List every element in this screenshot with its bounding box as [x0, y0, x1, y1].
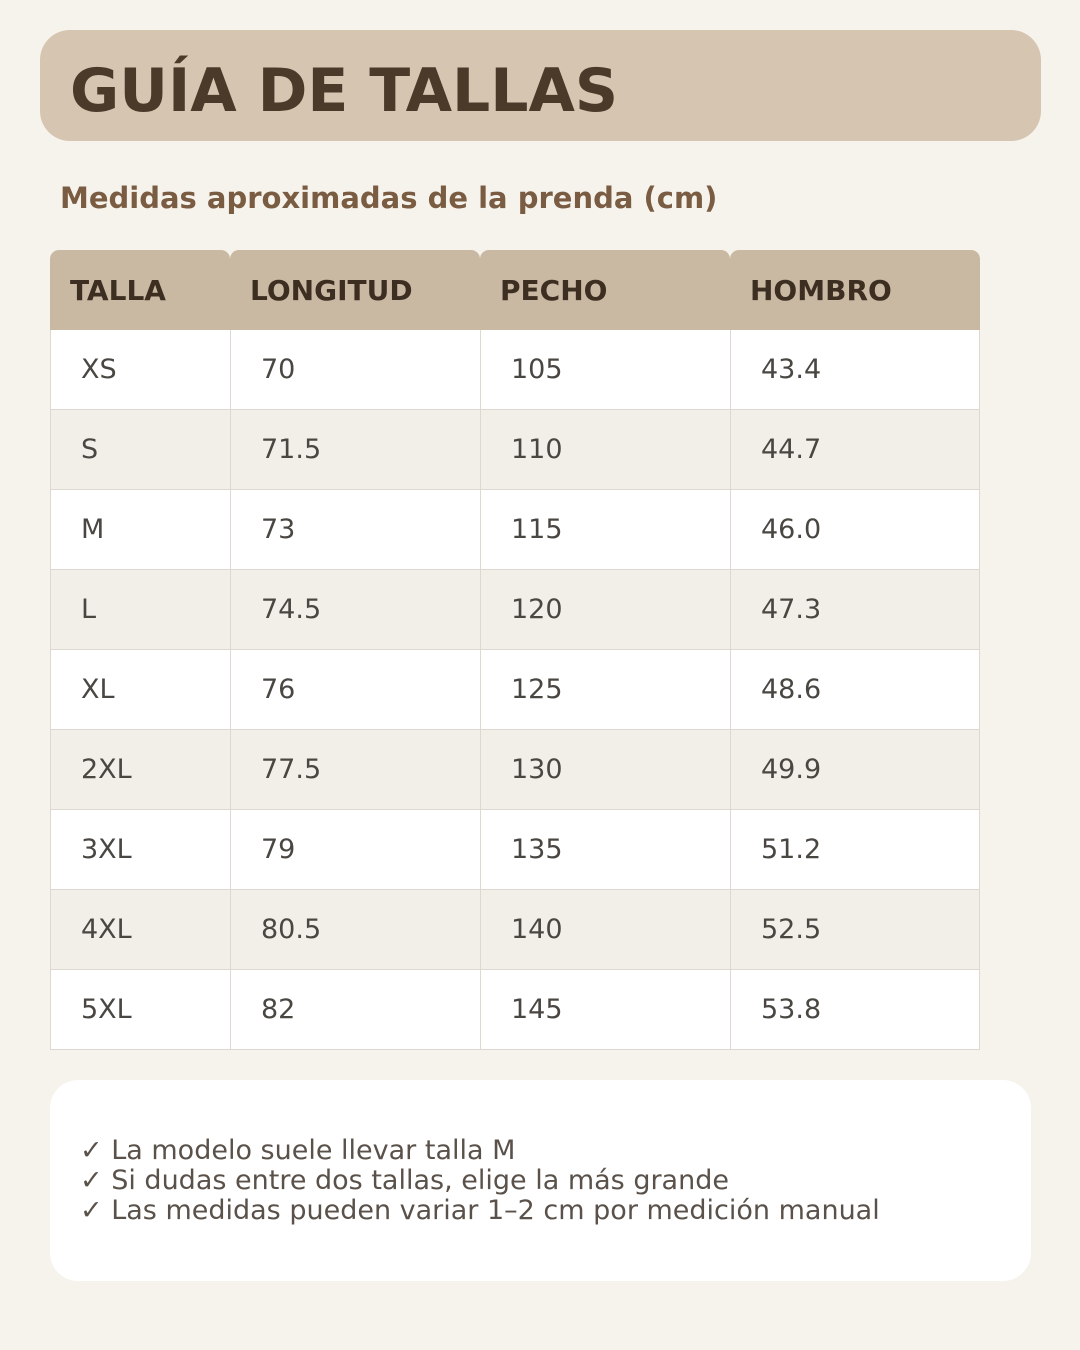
table-row: 2XL 77.5 130 49.9 [50, 730, 980, 810]
cell-talla: 2XL [50, 730, 230, 810]
table-row: XS 70 105 43.4 [50, 330, 980, 410]
page-title: GUÍA DE TALLAS [70, 56, 619, 126]
cell-pecho: 125 [480, 650, 730, 730]
notes-box: ✓ La modelo suele llevar talla M ✓ Si du… [50, 1080, 1031, 1281]
cell-longitud: 70 [230, 330, 480, 410]
cell-talla: M [50, 490, 230, 570]
table-row: L 74.5 120 47.3 [50, 570, 980, 650]
cell-longitud: 77.5 [230, 730, 480, 810]
table-row: M 73 115 46.0 [50, 490, 980, 570]
cell-longitud: 74.5 [230, 570, 480, 650]
note-model-size: ✓ La modelo suele llevar talla M [80, 1135, 516, 1166]
cell-hombro: 47.3 [730, 570, 980, 650]
cell-pecho: 140 [480, 890, 730, 970]
cell-talla: 4XL [50, 890, 230, 970]
size-table: TALLA LONGITUD PECHO HOMBRO XS 70 105 43… [50, 250, 980, 1050]
cell-hombro: 48.6 [730, 650, 980, 730]
cell-pecho: 135 [480, 810, 730, 890]
cell-talla: 3XL [50, 810, 230, 890]
table-header-row: TALLA LONGITUD PECHO HOMBRO [50, 250, 980, 330]
cell-longitud: 82 [230, 970, 480, 1050]
cell-pecho: 130 [480, 730, 730, 810]
table-row: 3XL 79 135 51.2 [50, 810, 980, 890]
cell-longitud: 79 [230, 810, 480, 890]
cell-hombro: 51.2 [730, 810, 980, 890]
title-banner: GUÍA DE TALLAS [40, 30, 1041, 141]
cell-pecho: 120 [480, 570, 730, 650]
cell-hombro: 53.8 [730, 970, 980, 1050]
cell-longitud: 73 [230, 490, 480, 570]
cell-longitud: 80.5 [230, 890, 480, 970]
cell-talla: 5XL [50, 970, 230, 1050]
table-row: 5XL 82 145 53.8 [50, 970, 980, 1050]
cell-talla: L [50, 570, 230, 650]
cell-pecho: 145 [480, 970, 730, 1050]
page-subtitle: Medidas aproximadas de la prenda (cm) [60, 181, 718, 215]
note-size-advice: ✓ Si dudas entre dos tallas, elige la má… [80, 1165, 729, 1196]
cell-hombro: 52.5 [730, 890, 980, 970]
header-talla: TALLA [50, 250, 230, 330]
cell-talla: XL [50, 650, 230, 730]
cell-talla: XS [50, 330, 230, 410]
cell-pecho: 110 [480, 410, 730, 490]
cell-pecho: 105 [480, 330, 730, 410]
cell-hombro: 44.7 [730, 410, 980, 490]
cell-hombro: 49.9 [730, 730, 980, 810]
header-hombro: HOMBRO [730, 250, 980, 330]
cell-hombro: 46.0 [730, 490, 980, 570]
cell-longitud: 76 [230, 650, 480, 730]
table-row: S 71.5 110 44.7 [50, 410, 980, 490]
header-longitud: LONGITUD [230, 250, 480, 330]
cell-hombro: 43.4 [730, 330, 980, 410]
cell-talla: S [50, 410, 230, 490]
table-row: XL 76 125 48.6 [50, 650, 980, 730]
table-row: 4XL 80.5 140 52.5 [50, 890, 980, 970]
header-pecho: PECHO [480, 250, 730, 330]
note-measurement-variance: ✓ Las medidas pueden variar 1–2 cm por m… [80, 1195, 880, 1226]
cell-longitud: 71.5 [230, 410, 480, 490]
cell-pecho: 115 [480, 490, 730, 570]
